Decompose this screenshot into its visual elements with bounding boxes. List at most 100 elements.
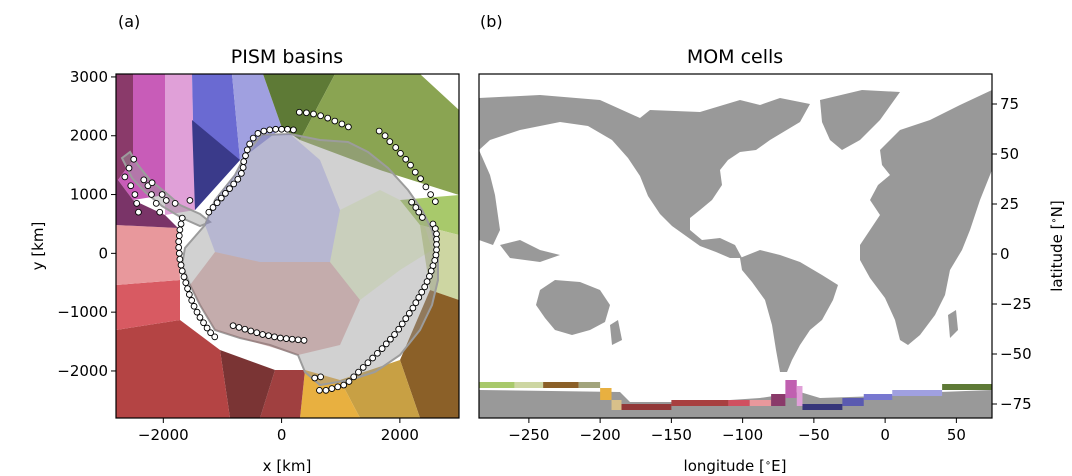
basin-coast-cell — [863, 394, 893, 400]
basin-coast-cell — [621, 404, 672, 410]
basin-coast-cell — [578, 382, 601, 388]
ocean-cell-marker — [288, 335, 296, 343]
ocean-cell-marker — [178, 214, 186, 222]
y-tick-label: 0 — [1000, 245, 1010, 263]
basin-coast-cell — [892, 390, 943, 396]
basin-region — [220, 350, 275, 418]
ice-basin — [190, 252, 360, 355]
basin-region — [116, 320, 230, 418]
ocean-cell-marker — [311, 374, 319, 382]
panel-b-title: MOM cells — [687, 46, 783, 68]
basin-coast-cell — [749, 400, 772, 406]
ocean-cell-marker — [121, 173, 129, 181]
basin-coast-cell — [728, 400, 750, 406]
ice-basin — [330, 190, 432, 300]
y-tick-label: −25 — [1000, 295, 1032, 313]
x-tick-label: −250 — [508, 426, 549, 444]
basin-regions — [116, 74, 459, 418]
basin-coast-cell — [514, 382, 544, 388]
ocean-cell-marker — [387, 335, 394, 343]
ocean-cell-marker — [421, 283, 429, 291]
ocean-cell-marker — [186, 197, 194, 204]
panel-a-ylabel: y [km] — [29, 222, 47, 271]
ocean-cell-marker — [235, 324, 243, 331]
ocean-cell-marker — [171, 200, 179, 207]
ocean-cell-marker — [322, 387, 330, 394]
ocean-cell-marker — [338, 120, 346, 128]
basin-coast-cell — [543, 382, 579, 388]
ocean-cell-marker — [415, 208, 423, 216]
basin-coast-cell — [842, 398, 864, 406]
ocean-cell-marker — [175, 250, 183, 257]
y-tick-label: 50 — [1000, 145, 1019, 163]
y-tick-label: 2000 — [70, 127, 108, 145]
basin-region — [116, 280, 180, 330]
ocean-cell-marker — [226, 185, 233, 193]
ocean-cell-marker — [207, 329, 214, 337]
ocean-cell-marker — [359, 364, 367, 371]
ocean-cell-marker — [177, 220, 185, 228]
ocean-cell-marker — [133, 200, 141, 207]
basin-region — [192, 120, 240, 210]
ocean-cell-marker — [265, 332, 272, 340]
basin-region — [116, 225, 180, 285]
ocean-cell-marker — [200, 319, 207, 327]
basin-coast-cell — [802, 404, 843, 410]
ocean-cell-marker — [205, 208, 213, 216]
ocean-cell-marker — [407, 161, 414, 169]
ocean-cell-marker — [213, 199, 221, 207]
ocean-cell-marker — [317, 373, 324, 381]
x-tick-label: −100 — [722, 426, 763, 444]
ocean-cell-marker — [249, 134, 257, 142]
ocean-cell-marker — [294, 336, 302, 344]
ocean-cell-marker — [156, 208, 164, 216]
ocean-cell-marker — [418, 288, 426, 296]
ocean-cell-marker — [431, 225, 439, 233]
y-tick-label: 3000 — [70, 68, 108, 86]
ocean-cell-marker — [211, 333, 219, 341]
ocean-cell-marker — [229, 322, 237, 330]
x-tick-label: −200 — [580, 426, 621, 444]
ocean-cell-marker — [217, 194, 225, 202]
basin-coast-cell — [671, 400, 729, 406]
ocean-cell-marker — [386, 138, 394, 145]
x-tick-label: −150 — [651, 426, 692, 444]
ocean-cell-marker — [277, 334, 284, 342]
land-newzealand — [610, 320, 622, 345]
basin-coast-cell — [771, 394, 786, 406]
ocean-cell-marker — [405, 309, 413, 317]
ocean-cell-marker — [409, 304, 417, 312]
ocean-cell-marker — [426, 272, 433, 280]
panel-a: −2000 0 2000 −2000 −1000 0 1000 2000 3000 PISM b… — [29, 12, 460, 475]
y-tick-label: 0 — [98, 244, 108, 262]
ocean-cell-marker — [303, 109, 310, 117]
land-asia-west — [479, 150, 500, 245]
x-tick-label: 0 — [277, 426, 287, 444]
ocean-cell-marker — [408, 198, 416, 206]
ocean-cell-marker — [412, 204, 420, 211]
ocean-cell-marker — [422, 183, 430, 191]
basin-coast-cell — [600, 388, 612, 400]
ocean-cell-marker — [350, 373, 358, 381]
x-tick-label: 2000 — [381, 426, 419, 444]
ocean-cell-marker — [247, 327, 255, 335]
ocean-cell-marker — [193, 308, 201, 316]
land-north-america — [479, 95, 810, 258]
ocean-cell-marker — [148, 179, 156, 187]
ocean-cell-marker — [182, 279, 190, 287]
y-tick-label: −75 — [1000, 395, 1032, 413]
ocean-cell-marker — [185, 291, 193, 298]
ocean-cell-marker — [284, 125, 291, 133]
ocean-cell-marker — [427, 191, 434, 198]
ocean-cell-marker — [415, 294, 423, 301]
ocean-cell-marker — [184, 285, 191, 292]
ocean-cell-marker — [266, 126, 274, 134]
ocean-cell-marker — [135, 208, 142, 216]
land-greenland — [820, 90, 900, 150]
ocean-cell-marker — [158, 191, 166, 198]
y-tick-label: 25 — [1000, 195, 1019, 213]
ocean-cell-marker — [140, 176, 148, 184]
x-tick-label: −2000 — [138, 426, 189, 444]
ocean-cell-marker — [254, 130, 262, 137]
